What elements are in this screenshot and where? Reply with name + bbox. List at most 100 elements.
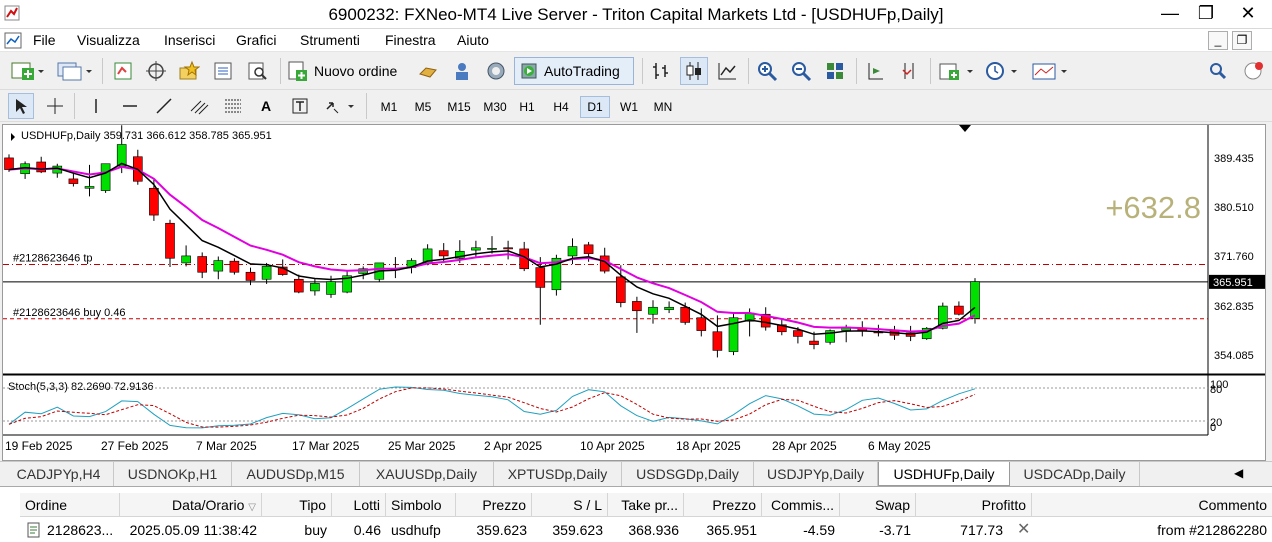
market-button[interactable] <box>482 58 510 84</box>
tab-xauusdp-daily[interactable]: XAUUSDp,Daily <box>360 462 494 486</box>
chart-shift-button[interactable] <box>862 58 888 84</box>
tab-cadjpyp-h4[interactable]: CADJPYp,H4 <box>4 462 114 486</box>
timeframe-h4[interactable]: H4 <box>553 100 569 114</box>
col-prezzo-current[interactable]: Prezzo <box>684 493 762 517</box>
profiles-icon <box>57 62 92 81</box>
navigator-button[interactable] <box>176 58 202 84</box>
indicators-icon <box>939 63 973 80</box>
fibonacci-button[interactable] <box>220 93 246 119</box>
market-globe-icon <box>487 62 505 80</box>
timeframe-m30[interactable]: M30 <box>483 100 507 114</box>
tab-xptusdp-daily[interactable]: XPTUSDp,Daily <box>494 462 622 486</box>
vertical-line-button[interactable] <box>84 93 108 119</box>
menu-finestra[interactable]: Finestra <box>385 32 436 48</box>
chart-window-icon[interactable] <box>4 32 22 49</box>
equidistant-channel-button[interactable] <box>186 93 212 119</box>
col-commissione[interactable]: Commis... <box>762 493 840 517</box>
timeframe-mn[interactable]: MN <box>653 100 673 114</box>
stoch-tick: 20 <box>1210 417 1222 429</box>
col-simbolo[interactable]: Simbolo <box>386 493 456 517</box>
col-stop-loss[interactable]: S / L <box>532 493 608 517</box>
autoscroll-button[interactable] <box>896 58 924 84</box>
tab-usdhufp-daily[interactable]: USDHUFp,Daily <box>878 462 1010 486</box>
col-tipo[interactable]: Tipo <box>262 493 332 517</box>
candlestick-chart-button[interactable] <box>680 57 708 85</box>
cursor-tool-button[interactable] <box>8 93 34 119</box>
zoom-in-button[interactable] <box>754 58 780 84</box>
templates-button[interactable] <box>1030 58 1072 84</box>
horizontal-line-button[interactable] <box>118 93 142 119</box>
new-order-button[interactable]: Nuovo ordine <box>286 58 410 84</box>
standard-toolbar: Nuovo ordine AutoTrading <box>0 53 1272 90</box>
chart-tabs: CADJPYp,H4 USDNOKp,H1 AUDUSDp,M15 XAUUSD… <box>0 461 1272 486</box>
trendline-button[interactable] <box>152 93 176 119</box>
col-prezzo-open[interactable]: Prezzo <box>456 493 532 517</box>
candle-body <box>197 256 207 273</box>
minimize-button[interactable]: — <box>1161 3 1179 23</box>
signals-button[interactable] <box>448 58 476 84</box>
mdi-minimize-button[interactable]: _ <box>1208 31 1228 50</box>
col-data-orario[interactable]: Data/Orario ▽ <box>120 493 262 517</box>
col-lotti[interactable]: Lotti <box>332 493 386 517</box>
menu-visualizza[interactable]: Visualizza <box>77 32 140 48</box>
timeframe-w1[interactable]: W1 <box>620 100 638 114</box>
order-swap: -3.71 <box>879 522 911 538</box>
tab-scroll-left-icon[interactable]: ◀ <box>1234 466 1244 480</box>
buy-order-label: #2128623646 buy 0.46 <box>13 307 126 319</box>
mdi-restore-button[interactable]: ❐ <box>1232 31 1252 50</box>
notifications-button[interactable] <box>1238 58 1268 84</box>
strategy-tester-button[interactable] <box>244 58 270 84</box>
col-ordine[interactable]: Ordine <box>20 493 120 517</box>
order-row[interactable]: 2128623... 2025.05.09 11:38:42 buy 0.46 … <box>20 518 1272 542</box>
timeframe-m5[interactable]: M5 <box>414 100 432 114</box>
channel-icon <box>190 100 209 115</box>
order-datetime: 2025.05.09 11:38:42 <box>129 522 257 538</box>
autotrading-button[interactable]: AutoTrading <box>514 57 634 85</box>
tab-usdsgdp-daily[interactable]: USDSGDp,Daily <box>622 462 754 486</box>
indicators-button[interactable] <box>936 58 976 84</box>
mt4-app-icon <box>4 5 20 21</box>
col-take-profit[interactable]: Take pr... <box>608 493 684 517</box>
timeframe-h1[interactable]: H1 <box>519 100 535 114</box>
arrows-button[interactable] <box>322 93 358 119</box>
periods-button[interactable] <box>982 58 1022 84</box>
menu-strumenti[interactable]: Strumenti <box>300 32 360 48</box>
chart-shift-marker[interactable] <box>959 125 971 132</box>
close-button[interactable]: ✕ <box>1240 3 1256 23</box>
text-tool-button[interactable]: A <box>254 93 278 119</box>
col-swap[interactable]: Swap <box>840 493 916 517</box>
drawing-toolbar: A M1 M5 M15 M30 H1 H4 D1 W1 MN <box>0 90 1272 122</box>
tab-usdjpyp-daily[interactable]: USDJPYp,Daily <box>754 462 878 486</box>
candle-body <box>793 330 803 337</box>
tab-usdcadp-daily[interactable]: USDCADp,Daily <box>1010 462 1140 486</box>
chart-window[interactable]: USDHUFp,Daily 359.731 366.612 358.785 36… <box>2 124 1266 461</box>
profiles-button[interactable] <box>54 58 94 84</box>
crosshair-tool-button[interactable] <box>42 93 68 119</box>
col-profitto[interactable]: Profitto <box>916 493 1032 517</box>
data-window-button[interactable] <box>143 58 169 84</box>
tab-audusdp-m15[interactable]: AUDUSDp,M15 <box>232 462 360 486</box>
search-button[interactable] <box>1206 58 1230 84</box>
close-order-icon[interactable]: ✕ <box>1017 521 1031 538</box>
gold-button[interactable] <box>414 58 442 84</box>
zoom-out-button[interactable] <box>788 58 814 84</box>
menu-file[interactable]: File <box>33 32 56 48</box>
bar-chart-button[interactable] <box>648 58 674 84</box>
tile-windows-button[interactable] <box>822 58 848 84</box>
order-lots: 0.46 <box>353 522 381 538</box>
menu-aiuto[interactable]: Aiuto <box>457 32 489 48</box>
timeframe-m15[interactable]: M15 <box>447 100 471 114</box>
col-commento[interactable]: Commento <box>1198 497 1267 513</box>
restore-button[interactable]: ❐ <box>1197 3 1215 23</box>
timeframe-d1[interactable]: D1 <box>580 96 610 118</box>
new-chart-button[interactable] <box>8 58 46 84</box>
menu-inserisci[interactable]: Inserisci <box>164 32 216 48</box>
price-chart[interactable]: USDHUFp,Daily 359.731 366.612 358.785 36… <box>3 125 1265 460</box>
timeframe-m1[interactable]: M1 <box>380 100 398 114</box>
menu-grafici[interactable]: Grafici <box>236 32 277 48</box>
text-label-button[interactable] <box>288 93 312 119</box>
terminal-button[interactable] <box>210 58 236 84</box>
market-watch-button[interactable] <box>110 58 136 84</box>
tab-usdnokp-h1[interactable]: USDNOKp,H1 <box>114 462 232 486</box>
line-chart-button[interactable] <box>714 58 740 84</box>
